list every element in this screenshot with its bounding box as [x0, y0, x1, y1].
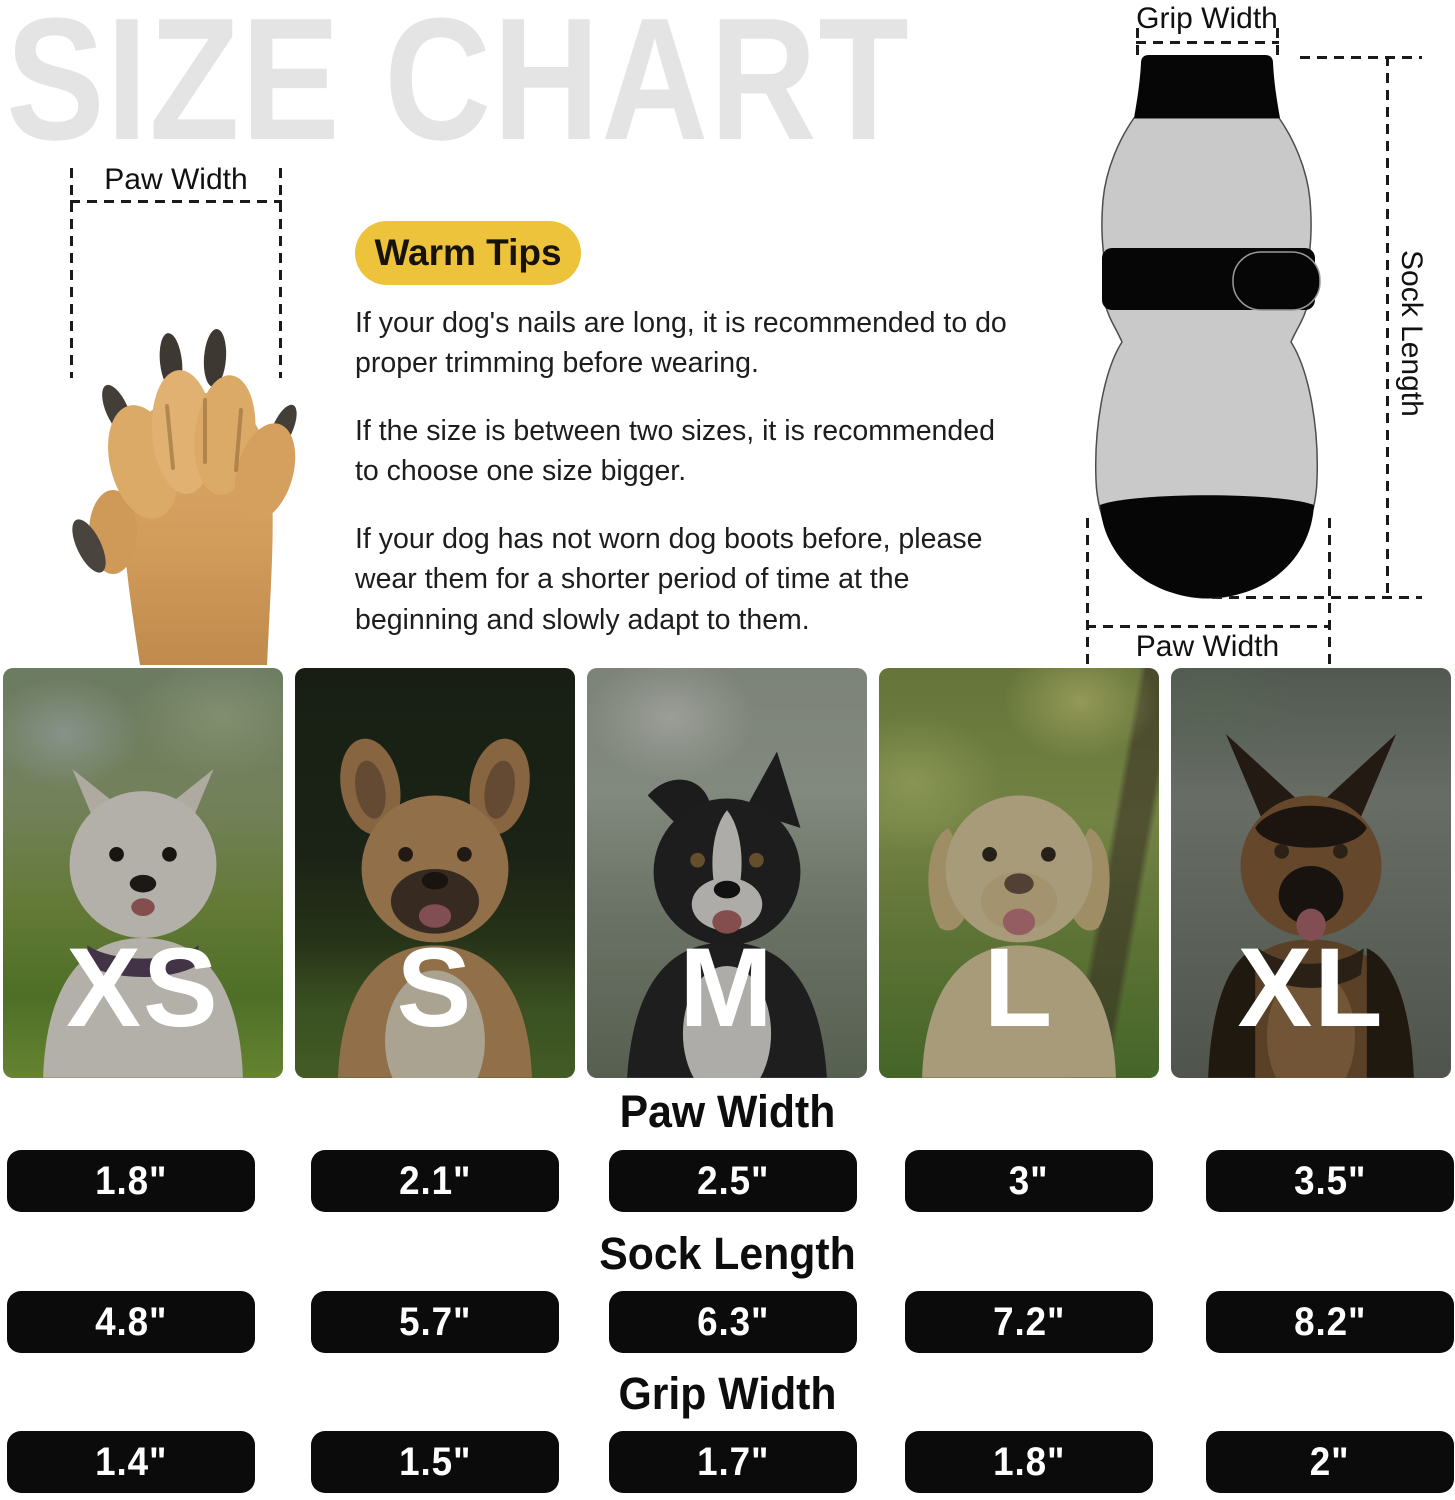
paw-width-section-header: Paw Width [619, 1086, 836, 1137]
measurement-value: 1.8" [992, 1439, 1066, 1484]
dashed-measure-line [1386, 56, 1389, 599]
measurement-value: 3.5" [1293, 1158, 1367, 1203]
paw-width-annotation-label: Paw Width [104, 163, 248, 196]
dog-photo-west-highland-terrier [43, 769, 243, 1078]
measurement-value-pill: 2.1" [311, 1150, 559, 1212]
measurement-value: 4.8" [94, 1299, 168, 1344]
size-label: XS [66, 925, 220, 1050]
grip-width-section-header: Grip Width [618, 1368, 837, 1419]
tip-paragraph: If the size is between two sizes, it is … [355, 414, 995, 488]
measurement-value-pill: 5.7" [311, 1291, 559, 1353]
photo-darken-overlay [879, 668, 1159, 1078]
grip-width-label: Grip Width [1136, 2, 1278, 35]
paw-photo [72, 329, 297, 665]
dashed-measure-line [1212, 596, 1422, 599]
sock-illustration [1094, 55, 1321, 599]
dog-photo-labrador [922, 795, 1116, 1078]
dashed-measure-line [1086, 518, 1089, 664]
dashed-measure-line [1136, 41, 1279, 44]
measurement-value-pill: 1.4" [7, 1431, 255, 1493]
photo-darken-overlay [1171, 668, 1451, 1078]
dashed-measure-line [279, 168, 282, 378]
dog-photo-german-shepherd [1208, 734, 1414, 1078]
sock-length-section-header: Sock Length [599, 1228, 856, 1279]
measurement-value: 1.4" [94, 1439, 168, 1484]
measurement-value-pill: 1.7" [609, 1431, 857, 1493]
size-label: M [679, 925, 775, 1050]
dashed-measure-line [70, 200, 282, 203]
measurement-value: 8.2" [1293, 1299, 1367, 1344]
size-card-s: S [295, 668, 575, 1078]
measurement-value-pill: 1.8" [7, 1150, 255, 1212]
size-card-m: M [587, 668, 867, 1078]
measurement-value: 3" [1009, 1158, 1049, 1203]
photo-darken-overlay [3, 668, 283, 1078]
sock-length-label: Sock Length [1395, 250, 1428, 417]
dashed-measure-line [1276, 28, 1279, 62]
photo-darken-overlay [295, 668, 575, 1078]
dashed-measure-line [1300, 56, 1422, 59]
dog-photo-french-bulldog [338, 739, 532, 1078]
measurement-value: 1.7" [696, 1439, 770, 1484]
tip-paragraph: If your dog has not worn dog boots befor… [355, 522, 983, 636]
photo-darken-overlay [587, 668, 867, 1078]
warm-tips-badge: Warm Tips [355, 221, 581, 285]
size-label: XL [1237, 925, 1385, 1050]
size-card-xs: XS [3, 668, 283, 1078]
measurement-value-pill: 2" [1206, 1431, 1454, 1493]
measurement-value-pill: 4.8" [7, 1291, 255, 1353]
measurement-value: 2.5" [696, 1158, 770, 1203]
size-label: L [983, 925, 1055, 1050]
measurement-value: 7.2" [992, 1299, 1066, 1344]
measurement-value: 2.1" [398, 1158, 472, 1203]
size-card-xl: XL [1171, 668, 1451, 1078]
measurement-value-pill: 3" [905, 1150, 1153, 1212]
measurement-value: 1.8" [94, 1158, 168, 1203]
measurement-value-pill: 8.2" [1206, 1291, 1454, 1353]
dashed-measure-line [1136, 28, 1139, 62]
measurement-value: 6.3" [696, 1299, 770, 1344]
measurement-value: 5.7" [398, 1299, 472, 1344]
measurement-value-pill: 3.5" [1206, 1150, 1454, 1212]
tip-paragraph: If your dog's nails are long, it is reco… [355, 307, 1007, 380]
warm-tips-badge-label: Warm Tips [374, 232, 562, 273]
sock-paw-width-label: Paw Width [1135, 630, 1280, 663]
size-card-l: L [879, 668, 1159, 1078]
measurement-value: 1.5" [398, 1439, 472, 1484]
measurement-value: 2" [1310, 1439, 1350, 1484]
warm-tips-text: If your dog's nails are long, it is reco… [355, 303, 1013, 667]
measurement-value-pill: 1.8" [905, 1431, 1153, 1493]
size-label: S [396, 925, 474, 1050]
measurement-value-pill: 7.2" [905, 1291, 1153, 1353]
dashed-measure-line [1086, 625, 1331, 628]
page-title: SIZE CHART [6, 0, 911, 176]
measurement-value-pill: 6.3" [609, 1291, 857, 1353]
dashed-measure-line [70, 168, 73, 378]
measurement-value-pill: 1.5" [311, 1431, 559, 1493]
measurement-value-pill: 2.5" [609, 1150, 857, 1212]
dashed-measure-line [1328, 518, 1331, 664]
dog-photo-border-collie [627, 751, 827, 1078]
